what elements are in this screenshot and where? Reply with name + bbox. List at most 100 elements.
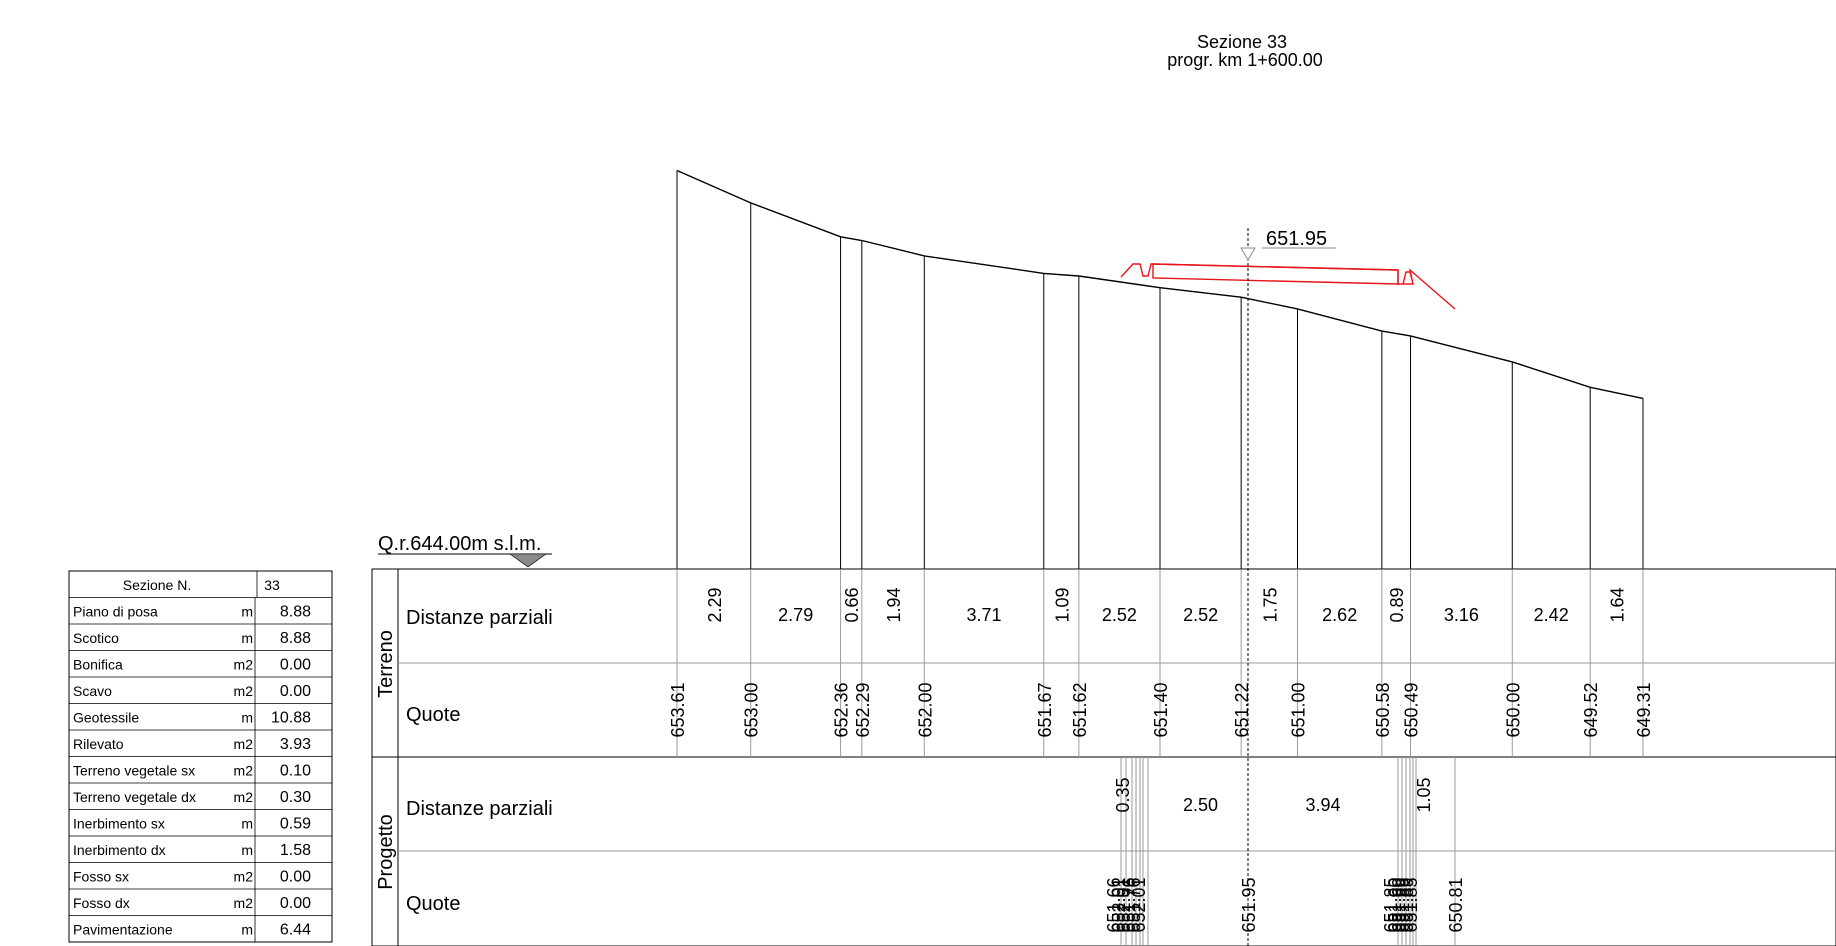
project-quota-label: 652.01 xyxy=(1129,877,1149,932)
terrain-distance-label: 3.16 xyxy=(1444,605,1479,625)
terrain-quota-label: 650.00 xyxy=(1503,682,1523,737)
axis-level-marker xyxy=(1240,247,1256,261)
terrain-quota-label: 651.22 xyxy=(1232,682,1252,737)
group-label-terreno: Terreno xyxy=(375,630,397,698)
terrain-distance-label: 2.42 xyxy=(1534,605,1569,625)
project-quota-label: 652.01 xyxy=(1109,877,1129,932)
summary-row-value: 0.00 xyxy=(280,895,311,912)
summary-row-unit: m xyxy=(241,842,253,858)
terrain-distance-label: 2.52 xyxy=(1102,605,1137,625)
summary-row-label: Piano di posa xyxy=(73,604,158,620)
terrain-distance-label: 1.94 xyxy=(884,587,904,622)
project-quota-label: 650.81 xyxy=(1446,877,1466,932)
project-band-group: 0.35 2.50 3.94 1.05 651.66652.01652.01651.76… xyxy=(1104,757,1466,946)
summary-row-unit: m2 xyxy=(234,789,254,805)
project-platform-line xyxy=(1152,263,1399,271)
group-label-progetto: Progetto xyxy=(375,814,397,890)
axis-elevation-label: 651.95 xyxy=(1266,228,1327,250)
terrain-quota-label: 651.40 xyxy=(1151,682,1171,737)
summary-row-value: 0.59 xyxy=(280,816,311,833)
project-quota-label: 651.85 xyxy=(1401,877,1421,932)
summary-row-label: Fosso dx xyxy=(73,895,130,911)
summary-row-label: Terreno vegetale sx xyxy=(73,763,195,779)
terrain-distance-label: 2.52 xyxy=(1183,605,1218,625)
project-quota-label: 651.95 xyxy=(1239,877,1259,932)
project-quota-label: 651.89 xyxy=(1397,877,1417,932)
project-quota-label: 651.89 xyxy=(1393,877,1413,932)
summary-row-unit: m xyxy=(241,816,253,832)
project-quota-label: 651.60 xyxy=(1385,877,1405,932)
project-distance-label: 0.35 xyxy=(1113,777,1133,812)
summary-row-value: 8.88 xyxy=(280,630,311,647)
summary-row-label: Fosso sx xyxy=(73,869,129,885)
row-label-terreno-distanze: Distanze parziali xyxy=(406,607,553,629)
project-quota-label: 651.66 xyxy=(1104,877,1124,932)
summary-row-value: 6.44 xyxy=(280,922,311,939)
summary-row-value: 1.58 xyxy=(280,842,311,859)
terrain-distance-label: 1.09 xyxy=(1052,587,1072,622)
summary-row-label: Inerbimento sx xyxy=(73,816,165,832)
project-quota-label: 652.01 xyxy=(1114,877,1134,932)
project-group: 651.95 xyxy=(1120,228,1456,946)
summary-row-label: Scavo xyxy=(73,683,112,699)
row-label-progetto-quote: Quote xyxy=(406,893,460,915)
reference-level-marker xyxy=(509,553,547,568)
terrain-distance-label: 1.64 xyxy=(1608,587,1628,622)
summary-row-unit: m xyxy=(241,922,253,938)
project-road-outline xyxy=(1120,263,1399,285)
terrain-distance-label: 2.62 xyxy=(1322,605,1357,625)
project-quota-label: 651.60 xyxy=(1389,877,1409,932)
project-distance-label: 1.05 xyxy=(1414,777,1434,812)
summary-row-label: Bonifica xyxy=(73,657,123,673)
terrain-distance-label: 2.79 xyxy=(778,605,813,625)
summary-table: Sezione N. 33 Piano di posa m 8.88 Scotico m 8.… xyxy=(68,570,333,943)
terrain-quota-label: 652.29 xyxy=(853,682,873,737)
project-right-ditch-slope xyxy=(1397,268,1456,310)
row-label-progetto-distanze: Distanze parziali xyxy=(406,798,553,820)
summary-row-value: 3.93 xyxy=(280,736,311,753)
reference-level-label: Q.r.644.00m s.l.m. xyxy=(378,533,541,555)
project-distance-label: 2.50 xyxy=(1183,795,1218,815)
summary-row-unit: m2 xyxy=(234,869,254,885)
summary-row-label: Terreno vegetale dx xyxy=(73,789,196,805)
summary-row-unit: m xyxy=(241,630,253,646)
summary-row-unit: m2 xyxy=(234,736,254,752)
terrain-quota-label: 651.00 xyxy=(1289,682,1309,737)
project-quota-label: 651.76 xyxy=(1124,877,1144,932)
section-progressive: progr. km 1+600.00 xyxy=(1167,50,1323,70)
summary-row-value: 0.00 xyxy=(280,657,311,674)
summary-row-label: Inerbimento dx xyxy=(73,842,166,858)
project-quota-label: 651.76 xyxy=(1119,877,1139,932)
data-bands: Terreno Progetto Distanze parziali Quote… xyxy=(371,568,1836,946)
section-title: Sezione 33 xyxy=(1197,32,1287,52)
terrain-quota-label: 650.49 xyxy=(1402,682,1422,737)
summary-row-value: 0.10 xyxy=(280,763,311,780)
summary-row-unit: m xyxy=(241,604,253,620)
terrain-quota-label: 649.52 xyxy=(1581,682,1601,737)
terrain-quota-label: 650.58 xyxy=(1373,682,1393,737)
terrain-distance-label: 1.75 xyxy=(1260,587,1280,622)
terrain-quota-label: 653.00 xyxy=(742,682,762,737)
project-distance-label: 3.94 xyxy=(1305,795,1340,815)
project-quota-label: 651.85 xyxy=(1381,877,1401,932)
summary-row-unit: m2 xyxy=(234,763,254,779)
summary-row-value: 0.30 xyxy=(280,789,311,806)
terrain-quota-label: 651.67 xyxy=(1035,682,1055,737)
terrain-distance-label: 0.66 xyxy=(842,587,862,622)
summary-row-label: Pavimentazione xyxy=(73,922,173,938)
terrain-quota-label: 651.62 xyxy=(1070,682,1090,737)
summary-row-label: Geotessile xyxy=(73,710,139,726)
summary-header-label: Sezione N. xyxy=(123,577,191,593)
terrain-distance-label: 2.29 xyxy=(705,587,725,622)
summary-row-unit: m2 xyxy=(234,895,254,911)
terrain-profile-group: 653.61 653.00 652.36 652.29 652.00 651.67 651.… xyxy=(668,169,1654,757)
terrain-quota-label: 652.36 xyxy=(832,682,852,737)
summary-row-value: 8.88 xyxy=(280,604,311,621)
row-label-terreno-quote: Quote xyxy=(406,704,460,726)
terrain-distance-label: 0.89 xyxy=(1387,587,1407,622)
summary-row-unit: m xyxy=(241,710,253,726)
summary-row-value: 0.00 xyxy=(280,683,311,700)
summary-row-value: 10.88 xyxy=(271,710,311,727)
summary-row-unit: m2 xyxy=(234,657,254,673)
